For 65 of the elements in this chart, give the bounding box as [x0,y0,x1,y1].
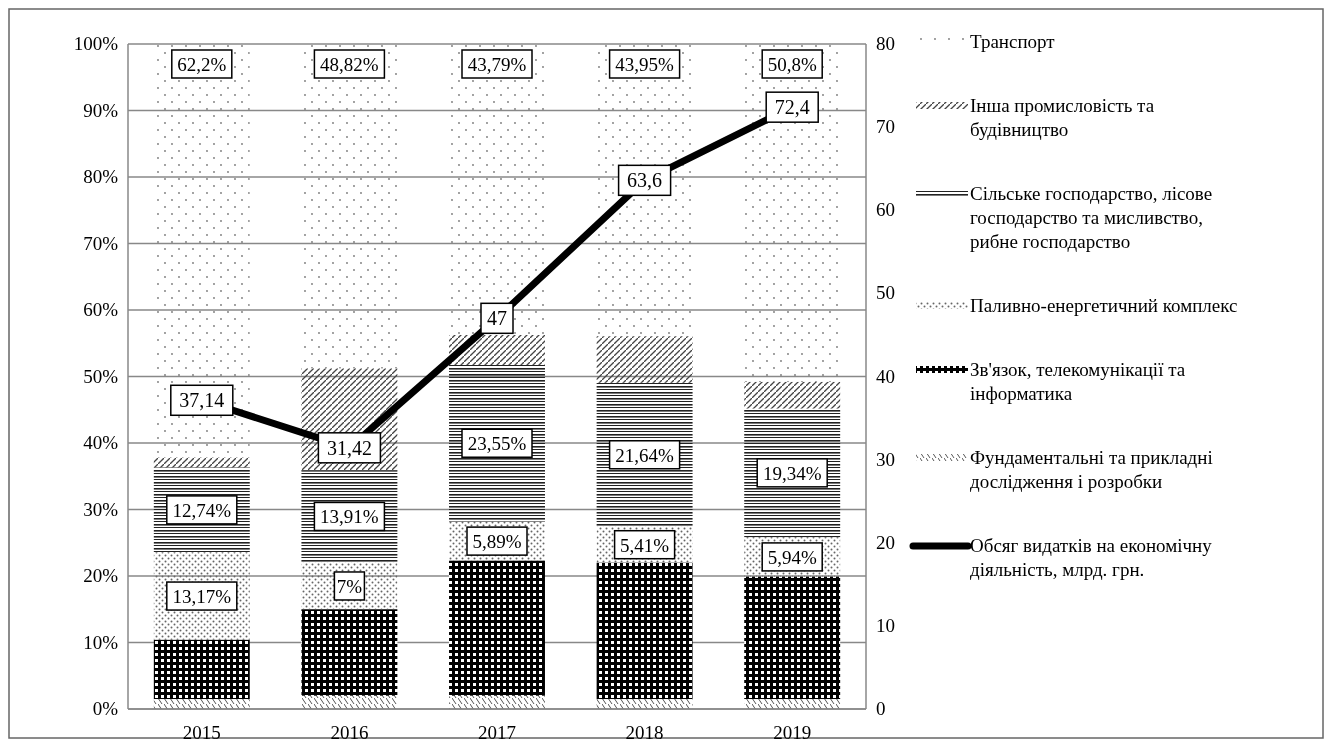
data-label: 13,91% [320,506,379,528]
y-tick-label: 70% [83,232,119,254]
y2-tick-label: 20 [876,531,895,553]
data-label: 62,2% [177,54,227,75]
data-label: 13,17% [172,586,232,608]
y-tick-label: 100% [73,33,119,54]
y2-tick-label: 50 [876,282,895,304]
x-tick-label: 2019 [773,722,812,743]
bar [596,336,693,383]
y-tick-label: 50% [83,365,119,387]
legend-label: Зв'язок, телекомунікації та інформатика [970,359,1186,404]
data-label: 31,42 [326,436,372,459]
bar [153,639,250,700]
y-tick-label: 30% [83,498,119,520]
y2-tick-label: 10 [876,614,895,636]
data-label: 37,14 [179,389,225,412]
x-tick-label: 2015 [182,722,221,743]
bar [744,381,841,409]
data-label: 5,41% [620,534,670,556]
data-label: 48,82% [320,54,379,75]
y-tick-label: 60% [83,299,119,320]
data-label: 5,94% [767,546,817,568]
x-tick-label: 2016 [330,722,369,743]
legend-label: Сільське господарство, лісове господарство та мисливство, рибне господарство [970,183,1213,252]
bar [153,457,250,468]
bar [301,609,398,696]
y2-tick-label: 70 [876,116,895,138]
y2-tick-label: 80 [876,33,895,54]
legend-label: Фундаментальні та прикладні дослідження і розробки [970,447,1213,492]
bar [449,335,545,365]
y-tick-label: 90% [83,99,119,121]
bar [449,560,545,696]
y2-tick-label: 30 [876,448,895,470]
data-label: 21,64% [615,444,675,466]
legend-label: Інша промисловість та будівництво [970,95,1155,140]
data-label: 23,55% [467,433,527,455]
y2-tick-label: 60 [876,199,895,221]
bar [153,699,250,709]
legend-label: Обсяг видатків на економічну діяльність, млрд. грн. [970,535,1213,580]
bar [744,576,841,700]
y-tick-label: 10% [83,631,119,653]
y-tick-label: 20% [83,565,119,586]
data-label: 72,4 [774,96,810,119]
data-label: 19,34% [762,462,822,484]
x-tick-label: 2018 [625,722,664,743]
legend-label: Транспорт [970,31,1056,52]
bar [301,695,398,709]
data-label: 43,95% [615,54,675,75]
data-label: 47 [487,307,507,330]
data-label: 43,79% [467,54,527,75]
y2-tick-label: 40 [876,365,895,387]
data-label: 7% [336,575,363,597]
y-tick-label: 80% [83,166,119,187]
bar [744,699,841,709]
bar [449,695,545,709]
y-tick-label: 40% [83,432,119,453]
y-tick-label: 0% [92,698,119,719]
x-tick-label: 2017 [478,722,516,743]
data-label: 50,8% [767,54,817,75]
y2-tick-label: 0 [876,698,886,719]
legend-label: Паливно-енергетичний комплекс [970,295,1238,316]
data-label: 12,74% [172,499,232,521]
data-label: 5,89% [472,531,522,553]
data-label: 63,6 [627,169,663,192]
bar [596,699,693,709]
